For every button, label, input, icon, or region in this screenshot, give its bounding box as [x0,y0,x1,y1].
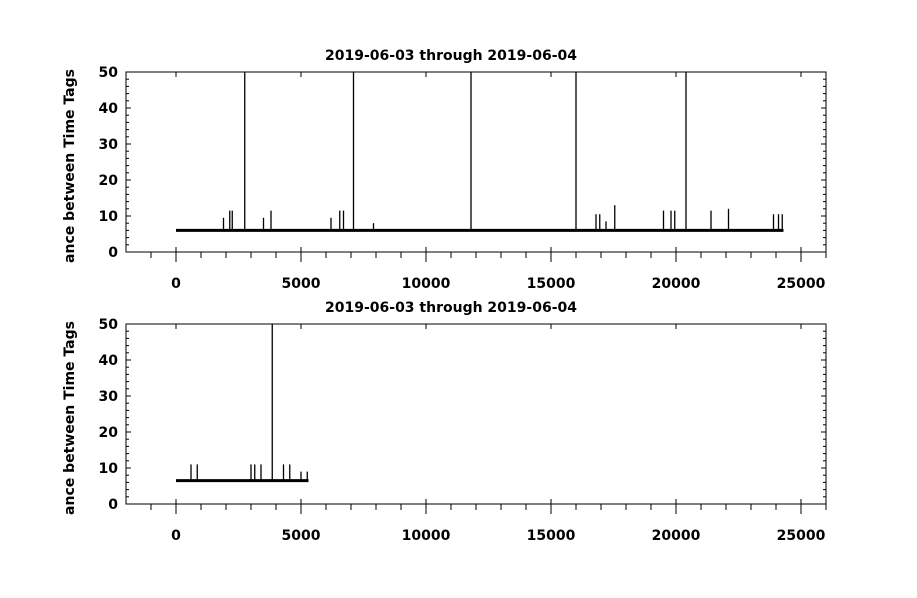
x-tick-label: 5000 [282,528,321,544]
x-tick-label: 10000 [402,528,451,544]
chart-title: 2019-06-03 through 2019-06-04 [325,48,577,64]
y-tick-label: 10 [99,209,119,225]
x-tick-label: 20000 [652,276,701,292]
y-axis-label: ance between Time Tags [62,321,78,515]
chart-title: 2019-06-03 through 2019-06-04 [325,300,577,316]
x-tick-label: 25000 [777,276,826,292]
plot-frame [125,71,827,253]
x-tick-label: 0 [171,528,181,544]
y-tick-label: 30 [99,389,119,405]
y-axis-label: ance between Time Tags [62,69,78,263]
y-tick-label: 20 [99,173,119,189]
y-tick-label: 0 [108,497,118,513]
y-tick-label: 0 [108,245,118,261]
x-tick-label: 0 [171,276,181,292]
y-tick-label: 40 [99,353,119,369]
plot-frame [125,323,827,505]
x-tick-label: 15000 [527,528,576,544]
y-tick-label: 20 [99,425,119,441]
y-tick-label: 10 [99,461,119,477]
x-tick-label: 25000 [777,528,826,544]
y-tick-label: 40 [99,101,119,117]
y-tick-label: 50 [99,317,119,333]
x-tick-label: 10000 [402,276,451,292]
x-tick-label: 5000 [282,276,321,292]
x-tick-label: 15000 [527,276,576,292]
y-tick-label: 50 [99,65,119,81]
y-tick-label: 30 [99,137,119,153]
x-tick-label: 20000 [652,528,701,544]
